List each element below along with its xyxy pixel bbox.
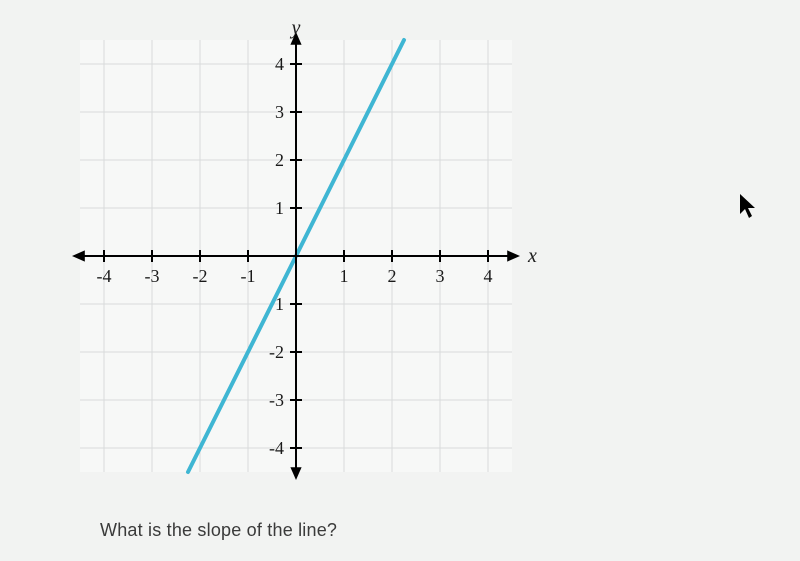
- x-tick-label: 4: [484, 266, 493, 286]
- y-tick-label: -3: [269, 390, 284, 410]
- worksheet-page: -4 -3 -2 -1 1 2 3 4 1 2 3 4 -2 -3 -4 1 y x What is the sl…: [0, 0, 800, 561]
- y-axis-label: y: [290, 20, 301, 39]
- question-text: What is the slope of the line?: [100, 520, 337, 541]
- x-tick-label: 1: [340, 266, 349, 286]
- graph-svg: -4 -3 -2 -1 1 2 3 4 1 2 3 4 -2 -3 -4 1 y x: [70, 20, 550, 520]
- y-tick-label: 1: [275, 198, 284, 218]
- mouse-cursor-icon: [738, 192, 758, 220]
- x-tick-label: -4: [97, 266, 112, 286]
- x-tick-label: 3: [436, 266, 445, 286]
- y-tick-label-minus1: 1: [275, 294, 284, 314]
- y-tick-label: 2: [275, 150, 284, 170]
- y-tick-label: -4: [269, 438, 284, 458]
- y-tick-label: -2: [269, 342, 284, 362]
- x-axis-label: x: [527, 245, 537, 267]
- x-tick-label: -3: [145, 266, 160, 286]
- x-tick-label: 2: [388, 266, 397, 286]
- y-tick-label: 4: [275, 54, 284, 74]
- y-tick-label: 3: [275, 102, 284, 122]
- coordinate-graph: -4 -3 -2 -1 1 2 3 4 1 2 3 4 -2 -3 -4 1 y x: [70, 20, 550, 525]
- x-tick-label: -2: [193, 266, 208, 286]
- x-tick-label: -1: [241, 266, 256, 286]
